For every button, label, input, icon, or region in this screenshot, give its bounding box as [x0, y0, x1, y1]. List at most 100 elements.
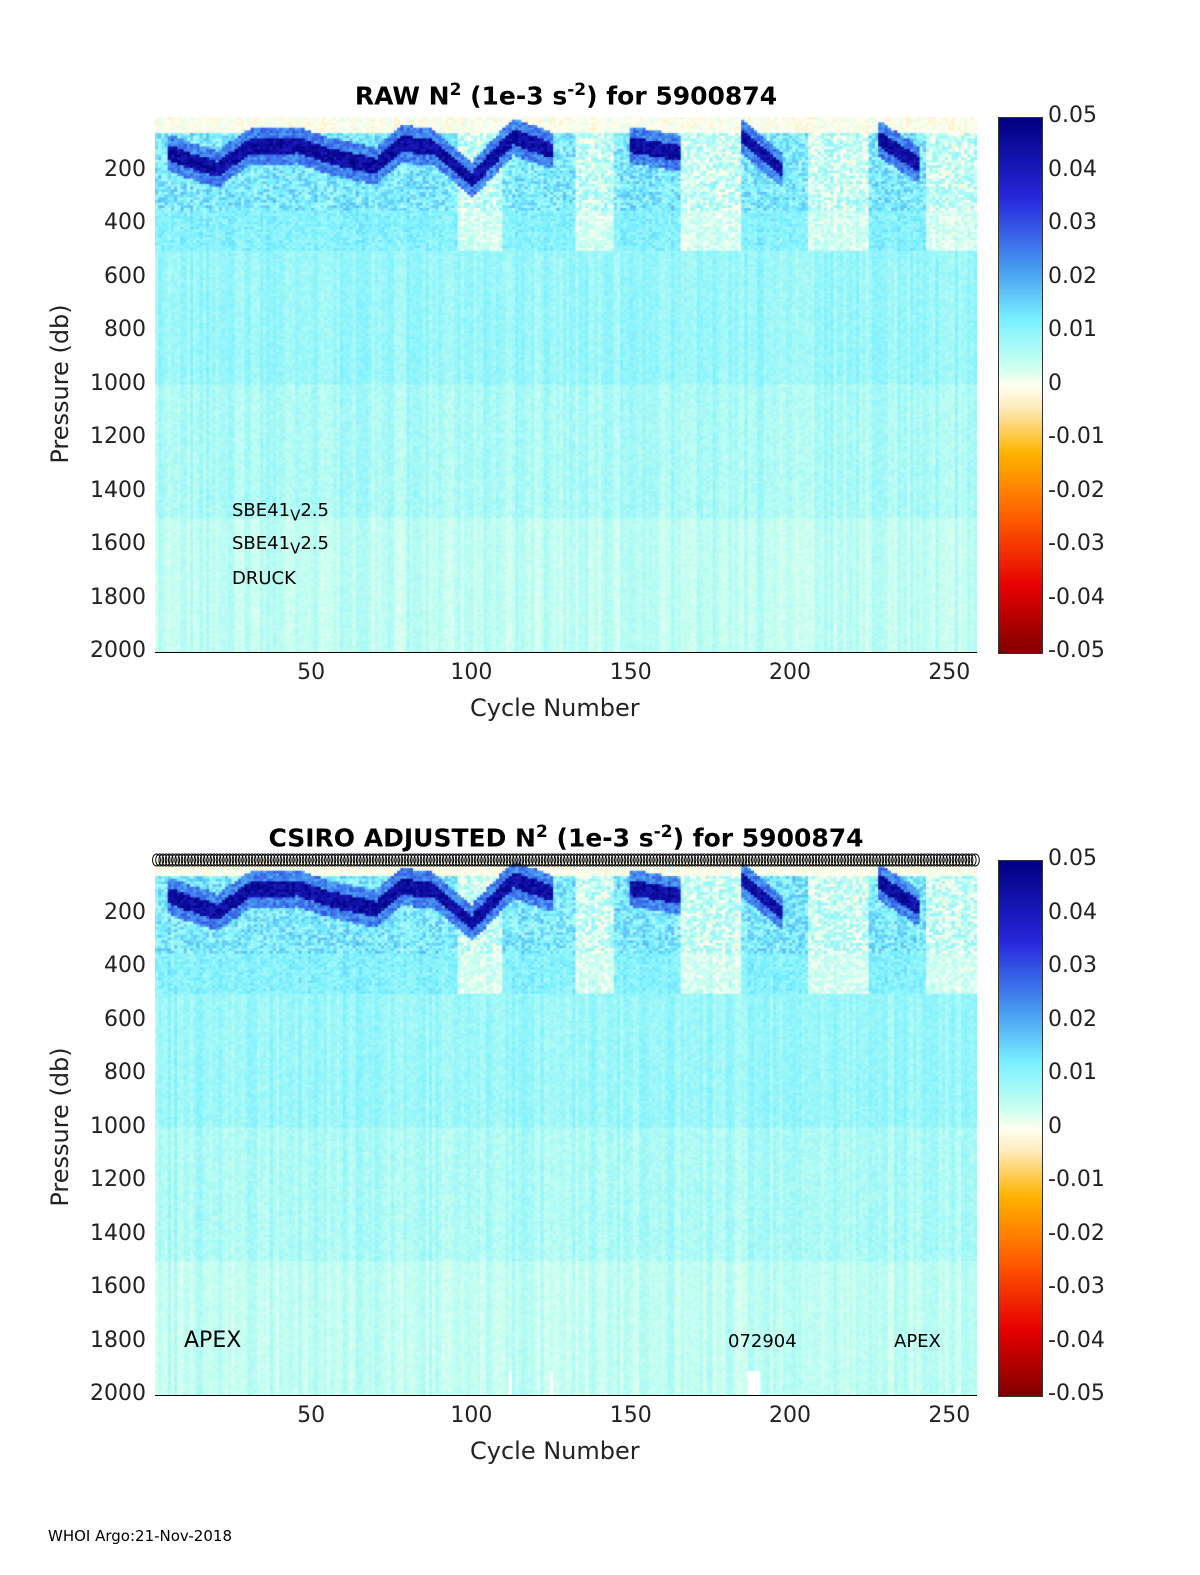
cycle-marker [773, 853, 783, 867]
cycle-marker [397, 853, 407, 867]
cycle-marker [859, 853, 869, 867]
cycle-marker [457, 853, 467, 867]
title-text: ) for 5900874 [672, 823, 864, 853]
cycle-marker [413, 853, 423, 867]
cycle-marker [894, 853, 904, 867]
cycle-marker [903, 853, 913, 867]
cycle-marker [483, 853, 493, 867]
cycle-marker [578, 853, 588, 867]
cycle-marker [266, 853, 276, 867]
cycle-marker [499, 853, 509, 867]
annotation-text: 2.5 [300, 500, 329, 521]
cycle-marker [598, 853, 608, 867]
cycle-marker [792, 853, 802, 867]
cycle-marker [438, 853, 448, 867]
x-tick-label: 250 [928, 660, 971, 685]
cycle-marker [212, 853, 222, 867]
cycle-marker [333, 853, 343, 867]
cycle-marker [652, 853, 662, 867]
cycle-marker [362, 853, 372, 867]
cycle-marker [276, 853, 286, 867]
colorbar-tick-label: -0.05 [1048, 638, 1105, 663]
cycle-marker [250, 853, 260, 867]
cycle-marker [900, 853, 910, 867]
cycle-marker [731, 853, 741, 867]
cycle-marker [206, 853, 216, 867]
cycle-marker [613, 853, 623, 867]
title-text: ) for 5900874 [586, 81, 778, 111]
cycle-marker [445, 853, 455, 867]
x-tick-label: 100 [450, 1403, 493, 1428]
cycle-marker [247, 853, 257, 867]
cycle-marker [375, 853, 385, 867]
y-tick-label: 200 [104, 156, 146, 182]
cycle-marker [878, 853, 888, 867]
cycle-marker [171, 853, 181, 867]
cycle-marker [897, 853, 907, 867]
cycle-marker [368, 853, 378, 867]
colorbar-tick-label: 0.03 [1048, 210, 1097, 235]
cycle-marker [741, 853, 751, 867]
title-text: (1e-3 s [461, 81, 568, 111]
cycle-marker [394, 853, 404, 867]
cycle-marker [202, 853, 212, 867]
title-sup: 2 [449, 80, 462, 100]
bottom-chart-title: CSIRO ADJUSTED N2 (1e-3 s-2) for 5900874 [155, 822, 977, 852]
cycle-marker [231, 853, 241, 867]
cycle-marker [534, 853, 544, 867]
cycle-marker [677, 853, 687, 867]
top-colorbar [998, 117, 1043, 654]
cycle-marker [174, 853, 184, 867]
cycle-marker [187, 853, 197, 867]
cycle-marker [410, 853, 420, 867]
cycle-marker [547, 853, 557, 867]
cycle-marker [760, 853, 770, 867]
cycle-marker [591, 853, 601, 867]
cycle-marker [155, 853, 165, 867]
cycle-marker [473, 853, 483, 867]
cycle-marker [837, 853, 846, 867]
y-tick-label: 2000 [90, 1381, 146, 1406]
top-y-axis-label: Pressure (db) [46, 304, 74, 464]
cycle-marker [932, 853, 942, 867]
cycle-marker [814, 853, 824, 867]
cycle-marker [601, 853, 611, 867]
cycle-marker [744, 853, 754, 867]
annotation-sub: V [290, 539, 301, 558]
annotation-sub: V [290, 506, 301, 525]
cycle-marker [684, 853, 694, 867]
colorbar-tick-label: 0.01 [1048, 317, 1097, 342]
sensor-annotation: DRUCK [232, 568, 296, 589]
cycle-marker [502, 853, 512, 867]
cycle-marker [295, 853, 305, 867]
cycle-marker [725, 853, 735, 867]
cycle-marker [543, 853, 553, 867]
colorbar-tick-label: 0.02 [1048, 263, 1097, 289]
cycle-marker [668, 853, 678, 867]
cycle-marker [817, 853, 827, 867]
cycle-marker [257, 853, 267, 867]
colorbar-tick-label: -0.02 [1048, 1220, 1105, 1246]
cycle-marker [390, 853, 400, 867]
cycle-marker [371, 853, 381, 867]
y-tick-label: 2000 [90, 638, 146, 663]
bottom-x-axis-line [155, 1394, 977, 1396]
cycle-marker [642, 853, 652, 867]
top-chart-title: RAW N2 (1e-3 s-2) for 5900874 [155, 80, 977, 110]
cycle-marker [833, 853, 843, 867]
colorbar-tick-label: 0.02 [1048, 1006, 1097, 1032]
cycle-marker [355, 853, 365, 867]
cycle-marker [958, 853, 968, 867]
top-x-axis-line [155, 651, 977, 653]
colorbar-tick-label: 0.01 [1048, 1060, 1097, 1085]
cycle-marker [381, 853, 391, 867]
cycle-marker [938, 853, 948, 867]
cycle-marker [700, 853, 709, 867]
colorbar-tick-label: -0.02 [1048, 477, 1105, 503]
cycle-marker [948, 853, 958, 867]
cycle-marker [320, 853, 330, 867]
cycle-marker [349, 853, 359, 867]
cycle-marker [674, 853, 684, 867]
colorbar-tick-label: 0 [1048, 1113, 1062, 1139]
cycle-marker [426, 853, 435, 867]
